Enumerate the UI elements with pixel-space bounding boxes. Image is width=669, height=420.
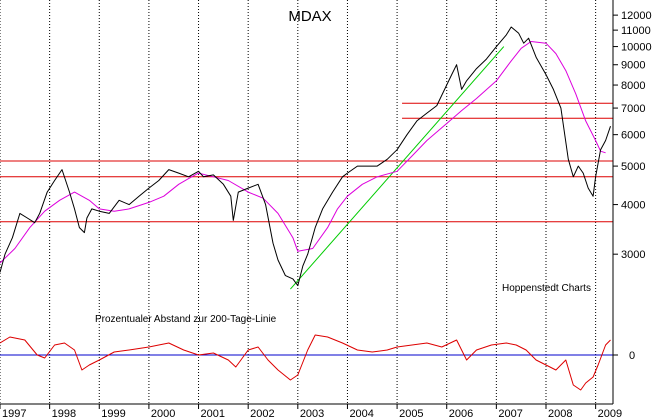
y-tick-label-10000: 10000 <box>621 42 652 54</box>
x-ticks: 1997 1998 1999 2000 2001 2002 2003 2004 2005 2006… <box>0 404 622 420</box>
x-tick-label-2000: 2000 <box>151 408 175 420</box>
y-ticks-main: 12000 11000 10000 9000 8000 7000 6000 5000 4000 3… <box>613 10 652 261</box>
trend-line-path <box>290 46 505 290</box>
y-tick-label-11000: 11000 <box>621 25 651 37</box>
chart-title: MDAX <box>288 8 331 25</box>
ma-200-path <box>0 41 606 264</box>
price-line <box>0 26 611 287</box>
x-tick-label-2007: 2007 <box>498 408 522 420</box>
moving-average-line <box>0 41 606 264</box>
chart-credit: Hoppenstedt Charts <box>502 283 591 294</box>
y-tick-label-6000: 6000 <box>621 130 645 142</box>
y-tick-label-5000: 5000 <box>621 161 645 173</box>
sub-y-tick-label-0: 0 <box>629 350 635 362</box>
y-tick-label-9000: 9000 <box>621 60 645 72</box>
y-tick-label-12000: 12000 <box>621 10 652 22</box>
deviation-line <box>0 334 611 391</box>
x-tick-label-1998: 1998 <box>52 408 76 420</box>
trend-line <box>290 46 505 290</box>
subchart-title: Prozentualer Abstand zur 200-Tage-Linie <box>95 314 277 325</box>
x-tick-label-2008: 2008 <box>548 408 572 420</box>
y-tick-label-8000: 8000 <box>621 80 645 92</box>
y-tick-label-7000: 7000 <box>621 103 645 115</box>
x-tick-label-2004: 2004 <box>349 408 373 420</box>
year-grid <box>0 0 597 404</box>
deviation-path <box>0 334 611 391</box>
x-tick-label-2003: 2003 <box>300 408 324 420</box>
mdax-price-path <box>0 26 611 287</box>
x-tick-label-2009: 2009 <box>598 408 622 420</box>
x-tick-label-2001: 2001 <box>201 408 225 420</box>
x-tick-label-2005: 2005 <box>399 408 423 420</box>
y-tick-label-3000: 3000 <box>621 249 645 261</box>
x-tick-label-2002: 2002 <box>250 408 274 420</box>
x-tick-label-2006: 2006 <box>449 408 473 420</box>
support-lines <box>0 102 613 223</box>
y-ticks-sub: 0 <box>613 350 635 362</box>
y-tick-label-4000: 4000 <box>621 200 645 212</box>
x-tick-label-1997: 1997 <box>2 408 26 420</box>
x-tick-label-1999: 1999 <box>101 408 125 420</box>
